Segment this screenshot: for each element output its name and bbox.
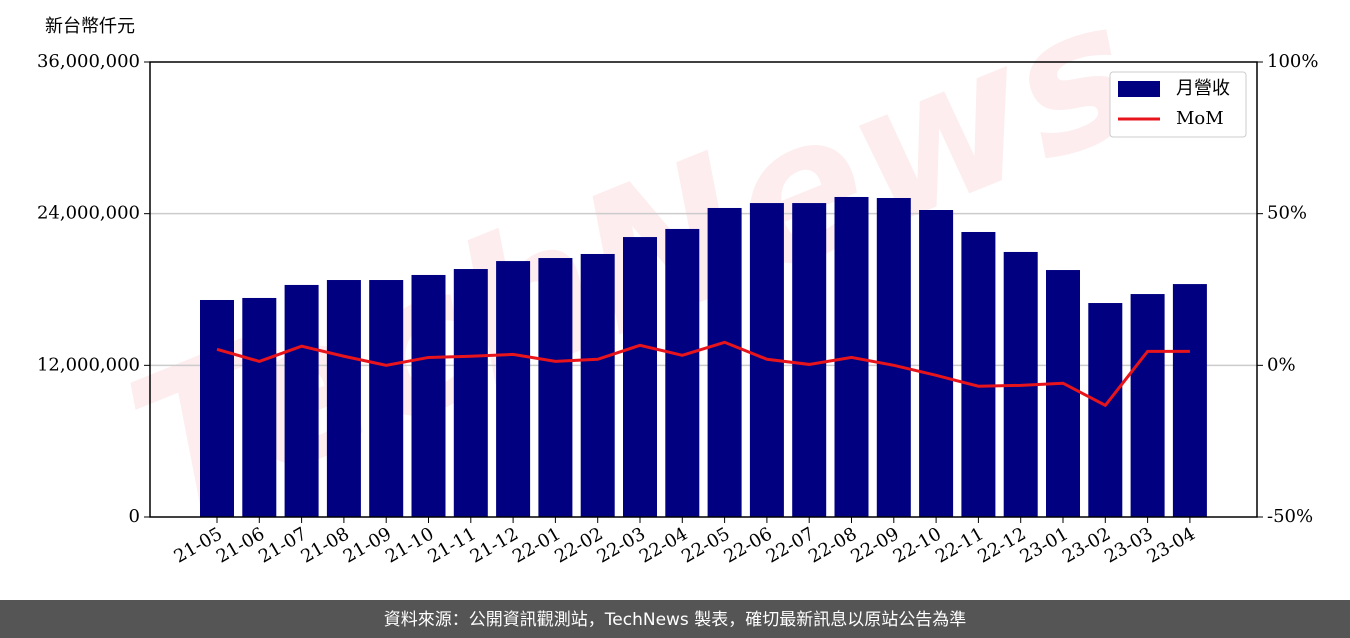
line xyxy=(216,340,1190,408)
legend-label: 月營收 xyxy=(1176,78,1230,99)
bar xyxy=(876,197,911,517)
plot-frame xyxy=(149,61,1258,518)
bar xyxy=(665,228,700,517)
y2-tick-label: -50% xyxy=(1267,506,1313,527)
y2-tick-label: 0% xyxy=(1267,354,1296,375)
legend-label: MoM xyxy=(1176,108,1224,129)
bar xyxy=(1046,270,1080,517)
bar xyxy=(284,284,319,517)
bar xyxy=(200,299,234,517)
bar xyxy=(1088,303,1123,517)
bar xyxy=(411,274,446,517)
y-tick-label: 12,000,000 xyxy=(37,354,140,375)
bar xyxy=(538,258,573,517)
bar xyxy=(707,207,742,517)
bar xyxy=(496,261,531,517)
footer-text: 資料來源：公開資訊觀測站，TechNews 製表，確切最新訊息以原站公告為準 xyxy=(384,610,966,630)
bar xyxy=(1172,284,1207,517)
bar xyxy=(919,210,954,517)
bar xyxy=(792,203,827,518)
y2-tick-label: 50% xyxy=(1267,203,1307,224)
x-tick-label: 23-04 xyxy=(1143,523,1198,567)
footer-bar xyxy=(0,600,1350,638)
bar xyxy=(369,280,404,517)
bar xyxy=(623,237,657,517)
bar xyxy=(453,269,488,517)
bar xyxy=(961,231,996,518)
y2-tick-label: 100% xyxy=(1267,51,1318,72)
y-tick-label: 24,000,000 xyxy=(37,203,140,224)
bar xyxy=(242,297,277,517)
bar xyxy=(580,253,615,517)
bar xyxy=(326,280,361,517)
bar xyxy=(1130,294,1165,517)
y-tick-label: 0 xyxy=(129,506,140,527)
y-axis-label: 新台幣仟元 xyxy=(45,16,135,37)
legend-swatch xyxy=(1118,81,1160,97)
y-tick-label: 36,000,000 xyxy=(37,51,140,72)
